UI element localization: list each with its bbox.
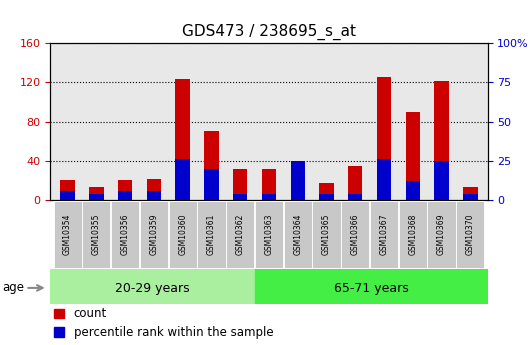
Bar bbox=[377, 159, 391, 200]
Bar bbox=[463, 194, 478, 200]
Bar bbox=[50, 269, 254, 304]
Bar bbox=[175, 79, 190, 200]
Bar bbox=[435, 81, 449, 200]
Bar bbox=[197, 201, 226, 268]
Bar bbox=[118, 191, 132, 200]
Bar bbox=[204, 169, 219, 200]
Text: GSM10368: GSM10368 bbox=[408, 214, 417, 255]
Text: GSM10369: GSM10369 bbox=[437, 214, 446, 255]
Bar bbox=[312, 201, 341, 268]
Bar bbox=[140, 201, 168, 268]
Bar bbox=[377, 78, 391, 200]
Bar bbox=[233, 169, 248, 200]
Bar bbox=[405, 181, 420, 200]
Bar bbox=[118, 180, 132, 200]
Text: 20-29 years: 20-29 years bbox=[115, 282, 190, 295]
Bar bbox=[60, 191, 75, 200]
Bar bbox=[169, 201, 197, 268]
Bar bbox=[54, 201, 82, 268]
Bar bbox=[226, 201, 254, 268]
Bar bbox=[290, 161, 305, 200]
Bar bbox=[82, 201, 110, 268]
Bar bbox=[456, 201, 484, 268]
Text: GSM10361: GSM10361 bbox=[207, 214, 216, 255]
Text: GSM10370: GSM10370 bbox=[466, 214, 475, 255]
Bar bbox=[370, 201, 398, 268]
Bar bbox=[255, 201, 283, 268]
Bar bbox=[341, 201, 369, 268]
Text: GSM10360: GSM10360 bbox=[178, 214, 187, 255]
Bar bbox=[319, 184, 334, 200]
Bar bbox=[463, 187, 478, 200]
Bar bbox=[175, 159, 190, 200]
Bar bbox=[405, 112, 420, 200]
Text: GSM10354: GSM10354 bbox=[63, 214, 72, 255]
Bar bbox=[233, 194, 248, 200]
Bar bbox=[399, 201, 427, 268]
Bar bbox=[428, 201, 456, 268]
Bar bbox=[348, 194, 363, 200]
Bar bbox=[60, 180, 75, 200]
Bar bbox=[254, 269, 488, 304]
Bar bbox=[89, 187, 103, 200]
Bar bbox=[262, 194, 276, 200]
Bar bbox=[89, 194, 103, 200]
Bar bbox=[262, 169, 276, 200]
Text: GSM10363: GSM10363 bbox=[264, 214, 273, 255]
Bar bbox=[111, 201, 139, 268]
Legend: count, percentile rank within the sample: count, percentile rank within the sample bbox=[54, 307, 273, 339]
Text: GSM10355: GSM10355 bbox=[92, 214, 101, 255]
Bar bbox=[204, 131, 219, 200]
Bar bbox=[319, 194, 334, 200]
Text: GSM10364: GSM10364 bbox=[293, 214, 302, 255]
Bar bbox=[284, 201, 312, 268]
Text: GSM10365: GSM10365 bbox=[322, 214, 331, 255]
Text: GDS473 / 238695_s_at: GDS473 / 238695_s_at bbox=[182, 23, 356, 40]
Text: GSM10367: GSM10367 bbox=[379, 214, 388, 255]
Bar bbox=[290, 161, 305, 200]
Text: GSM10366: GSM10366 bbox=[351, 214, 360, 255]
Bar bbox=[348, 166, 363, 200]
Text: GSM10356: GSM10356 bbox=[121, 214, 130, 255]
Text: 65-71 years: 65-71 years bbox=[334, 282, 409, 295]
Bar bbox=[435, 161, 449, 200]
Bar bbox=[147, 178, 161, 200]
Text: GSM10359: GSM10359 bbox=[149, 214, 158, 255]
Text: age: age bbox=[3, 280, 25, 294]
Text: GSM10362: GSM10362 bbox=[236, 214, 245, 255]
Bar bbox=[147, 191, 161, 200]
